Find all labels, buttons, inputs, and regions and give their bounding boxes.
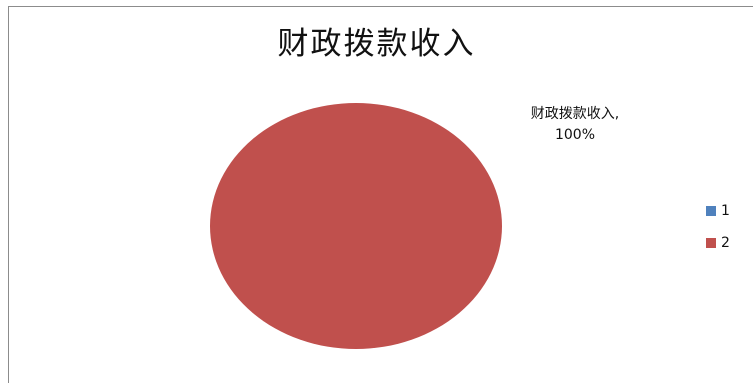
pie-data-label: 财政拨款收入, 100%	[500, 104, 650, 146]
legend: 1 2	[706, 202, 730, 266]
legend-label-1: 1	[721, 203, 730, 219]
legend-swatch-1	[706, 206, 716, 216]
data-label-percent: 100%	[554, 127, 596, 143]
pie-slice-2	[210, 103, 502, 349]
legend-item-1: 1	[706, 202, 730, 220]
legend-label-2: 2	[721, 235, 730, 251]
chart-title: 财政拨款收入	[277, 26, 476, 62]
pie-slices	[210, 103, 502, 349]
data-label-name: 财政拨款收入,	[530, 106, 620, 122]
legend-swatch-2	[706, 238, 716, 248]
legend-item-2: 2	[706, 234, 730, 252]
